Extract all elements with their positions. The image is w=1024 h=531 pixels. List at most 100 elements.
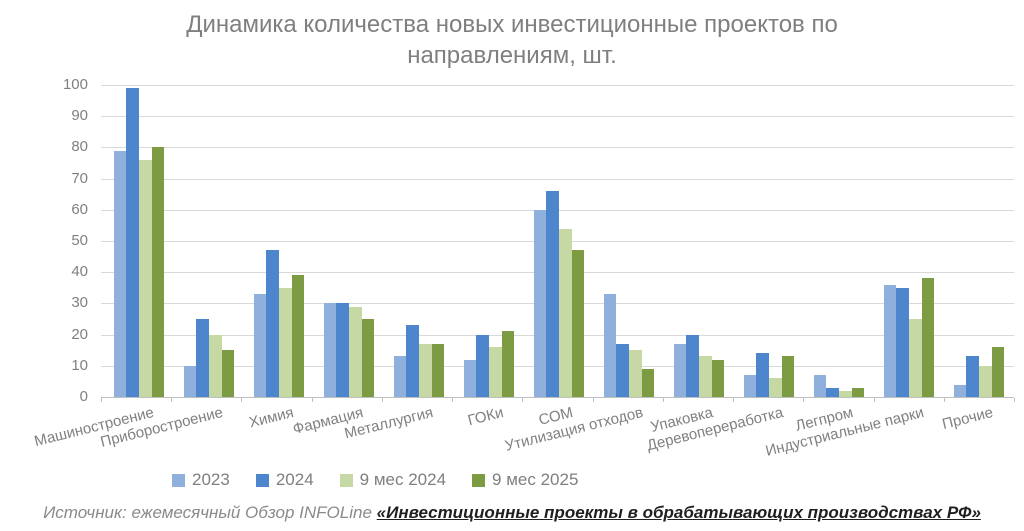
- bar-9-мес-2024: [349, 306, 362, 397]
- legend-item: 9 мес 2024: [339, 470, 447, 490]
- x-axis-tick: [803, 398, 805, 402]
- x-axis-label: Утилизация отходов: [503, 404, 646, 455]
- x-axis-tick: [171, 398, 173, 402]
- bar-2023: [533, 209, 547, 397]
- legend-label: 2023: [192, 470, 230, 489]
- legend-swatch-icon: [472, 473, 486, 487]
- bar-2023: [323, 303, 337, 397]
- x-axis-tick: [733, 398, 735, 402]
- gridline: [101, 147, 1014, 149]
- legend-item: 9 мес 2025: [472, 470, 578, 490]
- x-axis-tick: [452, 398, 454, 402]
- legend-swatch-icon: [172, 473, 185, 487]
- bar-2024: [966, 356, 979, 397]
- bar-2024: [686, 334, 699, 397]
- bar-9-мес-2025: [431, 343, 445, 397]
- bar-9-мес-2024: [209, 334, 222, 397]
- bar-2023: [953, 384, 967, 397]
- bar-2023: [673, 343, 687, 397]
- y-axis-label: 10: [71, 356, 88, 374]
- y-axis-label: 50: [71, 232, 88, 249]
- bar-9-мес-2025: [151, 147, 165, 397]
- y-axis-label: 100: [62, 76, 88, 93]
- legend-label: 9 мес 2024: [359, 470, 447, 489]
- y-axis-label: 40: [71, 263, 88, 281]
- bar-9-мес-2024: [769, 378, 782, 397]
- y-axis-label: 20: [71, 325, 88, 343]
- bar-2024: [826, 387, 839, 397]
- bar-9-мес-2025: [711, 359, 725, 397]
- chart-title-text: Динамика количества новых инвестиционные…: [186, 11, 838, 69]
- x-axis-tick: [101, 398, 102, 402]
- bar-9-мес-2025: [291, 275, 305, 397]
- gridline: [101, 116, 1014, 118]
- bar-9-мес-2025: [921, 278, 935, 397]
- x-axis-tick: [241, 398, 243, 402]
- legend-item: 2024: [255, 470, 314, 490]
- x-axis-tick: [592, 398, 594, 402]
- y-axis-label: 90: [71, 107, 88, 125]
- bar-9-мес-2024: [559, 228, 572, 397]
- x-axis-line: [101, 397, 1014, 398]
- bar-9-мес-2025: [851, 387, 865, 397]
- x-axis-tick: [873, 398, 875, 402]
- y-axis-label: 70: [71, 169, 88, 187]
- bar-2024: [756, 353, 769, 397]
- bar-9-мес-2024: [699, 356, 712, 397]
- bar-2024: [616, 343, 629, 397]
- bar-2024: [196, 319, 209, 397]
- bar-9-мес-2024: [979, 365, 992, 397]
- bar-9-мес-2024: [839, 390, 852, 397]
- bar-9-мес-2025: [991, 347, 1005, 397]
- x-axis-tick: [1014, 398, 1015, 402]
- legend-item: 2023: [172, 470, 230, 490]
- y-axis-label: 80: [71, 138, 88, 156]
- bar-9-мес-2025: [781, 356, 795, 397]
- x-axis-tick: [943, 398, 945, 402]
- bar-2024: [406, 325, 419, 397]
- bar-9-мес-2025: [571, 250, 585, 397]
- source-prefix: Источник: ежемесячный Обзор INFOLine: [43, 503, 377, 522]
- bar-2024: [336, 303, 349, 397]
- bar-2024: [266, 250, 279, 397]
- bar-9-мес-2025: [641, 368, 655, 397]
- bar-9-мес-2024: [489, 347, 502, 397]
- bar-9-мес-2024: [139, 159, 152, 397]
- bar-2023: [463, 359, 477, 397]
- bar-9-мес-2024: [279, 287, 292, 397]
- x-axis-tick: [311, 398, 313, 402]
- x-axis-tick: [522, 398, 524, 402]
- bar-2024: [476, 334, 489, 397]
- legend: 2023 2024 9 мес 2024 9 мес 2025: [172, 470, 578, 490]
- x-axis-tick: [662, 398, 664, 402]
- bar-2023: [393, 356, 407, 397]
- bar-9-мес-2025: [501, 331, 515, 397]
- bar-9-мес-2025: [221, 350, 235, 397]
- y-axis-label: 30: [71, 294, 88, 312]
- legend-label: 2024: [275, 470, 314, 489]
- y-axis-label: 60: [71, 200, 88, 218]
- bar-9-мес-2024: [419, 343, 432, 397]
- bar-2023: [603, 294, 617, 397]
- y-axis-label: 0: [79, 388, 88, 405]
- bar-2023: [813, 375, 827, 397]
- gridline: [101, 178, 1014, 180]
- bar-2023: [183, 365, 197, 397]
- bar-2023: [113, 150, 127, 397]
- legend-swatch-icon: [255, 473, 269, 487]
- bar-9-мес-2025: [361, 319, 375, 397]
- gridline: [101, 85, 1014, 86]
- legend-label: 9 мес 2025: [492, 470, 579, 489]
- legend-swatch-icon: [339, 473, 353, 487]
- source-note: Источник: ежемесячный Обзор INFOLine «Ин…: [0, 503, 1024, 523]
- chart-title: Динамика количества новых инвестиционные…: [0, 9, 1024, 71]
- bar-9-мес-2024: [909, 319, 922, 397]
- x-axis-label: Прочие: [940, 404, 996, 433]
- x-axis-tick: [381, 398, 383, 402]
- bar-2023: [253, 294, 267, 397]
- bar-9-мес-2024: [629, 350, 642, 397]
- source-link[interactable]: «Инвестиционные проекты в обрабатывающих…: [376, 503, 981, 522]
- bar-2023: [883, 284, 897, 397]
